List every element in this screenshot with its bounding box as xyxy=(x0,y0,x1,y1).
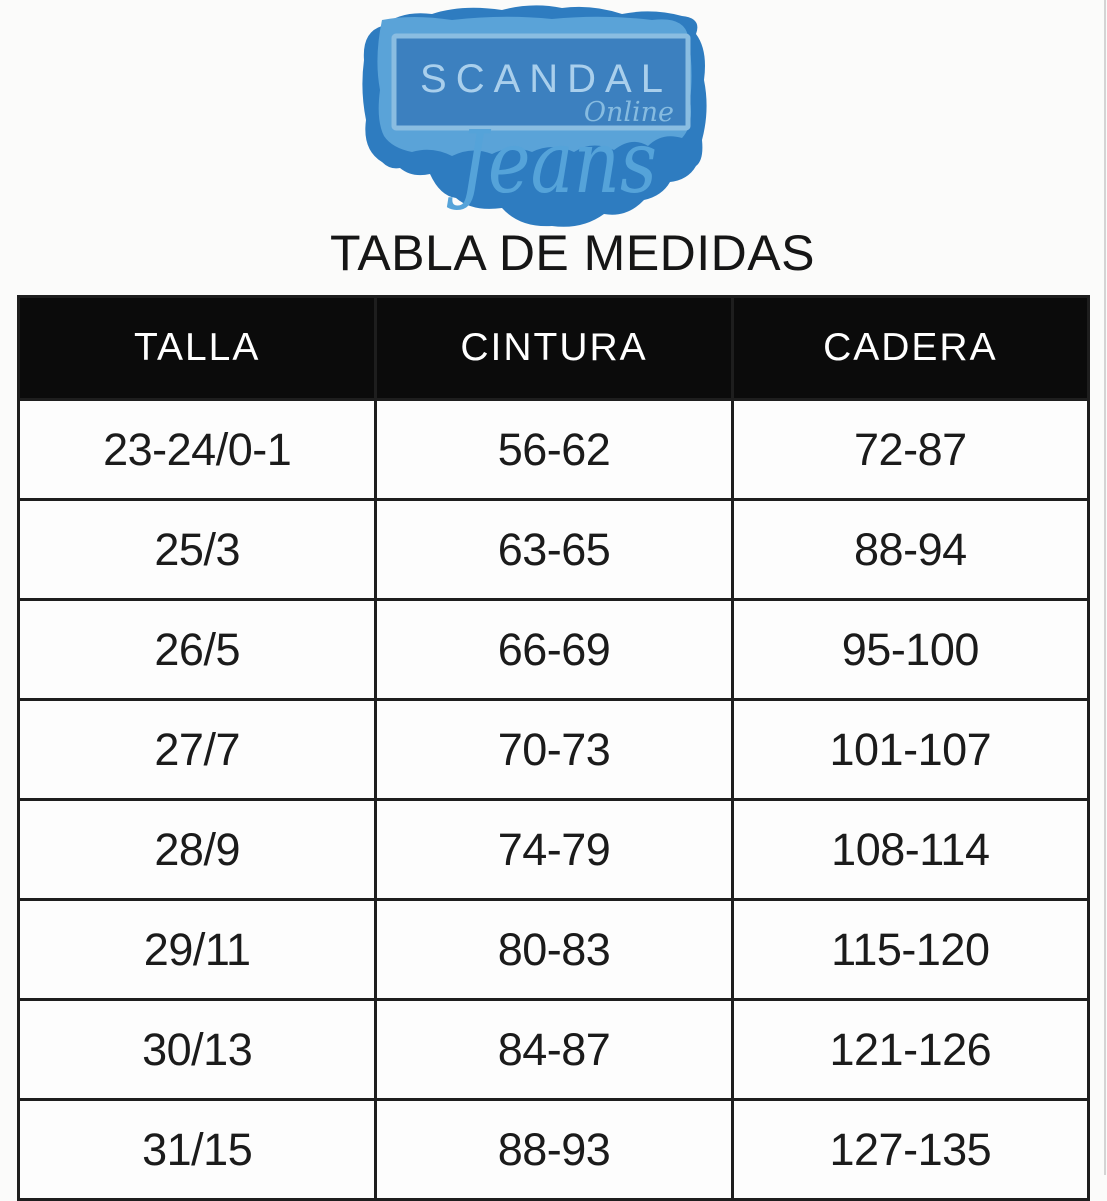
waist-cell: 56-62 xyxy=(374,398,734,501)
size-cell: 29/11 xyxy=(16,898,378,1001)
table-row: 28/9 74-79 108-114 xyxy=(16,798,1091,901)
waist-cell: 70-73 xyxy=(374,698,734,801)
size-cell: 30/13 xyxy=(16,998,378,1101)
hip-cell: 127-135 xyxy=(730,1098,1091,1201)
waist-cell: 66-69 xyxy=(374,598,734,701)
photo-edge-artifact xyxy=(1104,0,1106,1175)
waist-cell: 80-83 xyxy=(374,898,734,1001)
table-row: 25/3 63-65 88-94 xyxy=(16,498,1091,601)
column-header-cadera: CADERA xyxy=(730,295,1091,401)
hip-cell: 72-87 xyxy=(730,398,1091,501)
waist-cell: 84-87 xyxy=(374,998,734,1101)
size-cell: 25/3 xyxy=(16,498,378,601)
brand-logo: SCANDAL Online Jeans xyxy=(352,0,712,232)
hip-cell: 108-114 xyxy=(730,798,1091,901)
size-cell: 27/7 xyxy=(16,698,378,801)
logo-brand-text: SCANDAL xyxy=(420,57,672,101)
hip-cell: 121-126 xyxy=(730,998,1091,1101)
table-row: 29/11 80-83 115-120 xyxy=(16,898,1091,1001)
logo-online-text: Online xyxy=(584,97,674,128)
column-header-cintura: CINTURA xyxy=(374,295,734,401)
brand-logo-sticker: SCANDAL Online Jeans xyxy=(362,5,707,227)
page-title: TABLA DE MEDIDAS xyxy=(330,225,815,281)
hip-cell: 88-94 xyxy=(730,498,1091,601)
header-row: TALLA CINTURA CADERA xyxy=(16,295,1091,401)
table-row: 27/7 70-73 101-107 xyxy=(16,698,1091,801)
logo-jeans-text: Jeans xyxy=(446,113,657,213)
size-cell: 31/15 xyxy=(16,1098,378,1201)
size-cell: 23-24/0-1 xyxy=(16,398,378,501)
column-header-talla: TALLA xyxy=(16,295,378,401)
waist-cell: 88-93 xyxy=(374,1098,734,1201)
waist-cell: 63-65 xyxy=(374,498,734,601)
table-row: 31/15 88-93 127-135 xyxy=(16,1098,1091,1201)
table-row: 30/13 84-87 121-126 xyxy=(16,998,1091,1101)
logo-frame-rect xyxy=(391,33,691,131)
table-row: 26/5 66-69 95-100 xyxy=(16,598,1091,701)
hip-cell: 115-120 xyxy=(730,898,1091,1001)
hip-cell: 101-107 xyxy=(730,698,1091,801)
size-chart-table: TALLA CINTURA CADERA 23-24/0-1 56-62 72-… xyxy=(16,295,1091,1201)
hip-cell: 95-100 xyxy=(730,598,1091,701)
table-row: 23-24/0-1 56-62 72-87 xyxy=(16,398,1091,501)
size-cell: 28/9 xyxy=(16,798,378,901)
size-cell: 26/5 xyxy=(16,598,378,701)
waist-cell: 74-79 xyxy=(374,798,734,901)
